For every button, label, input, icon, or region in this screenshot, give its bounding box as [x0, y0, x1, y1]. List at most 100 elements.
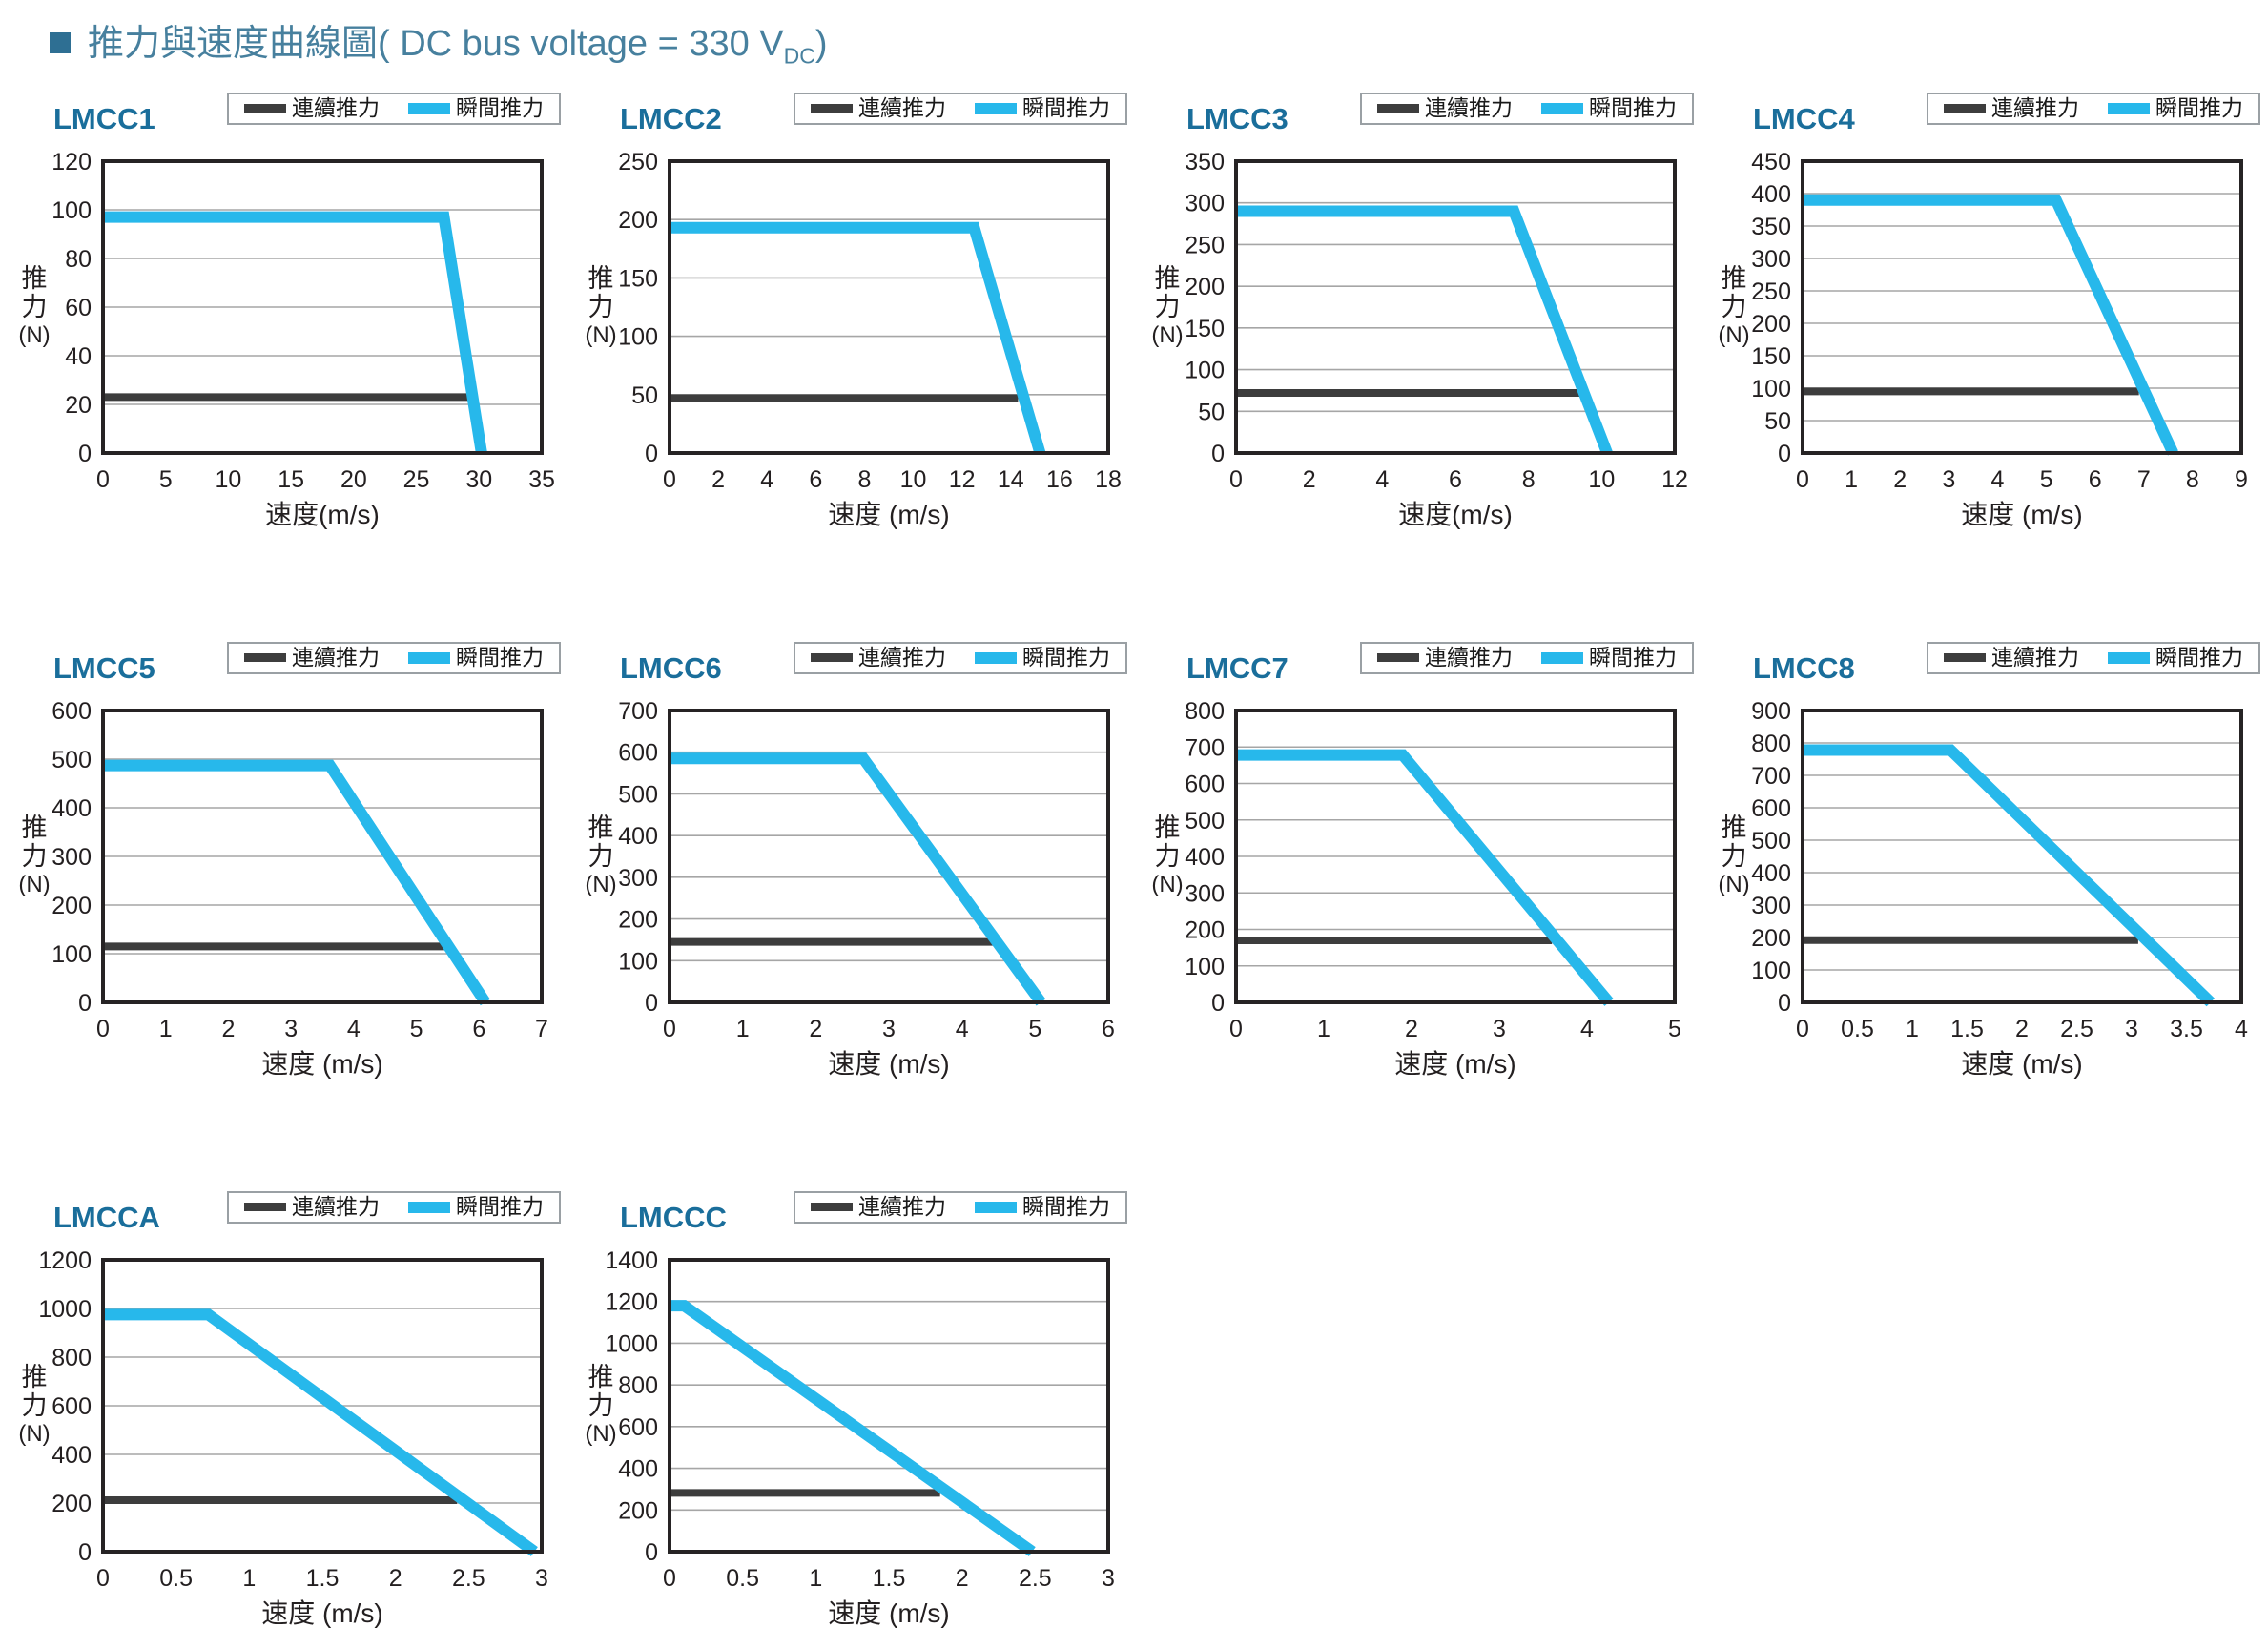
legend-item-instantaneous: 瞬間推力 — [975, 1196, 1110, 1218]
instantaneous-thrust-line — [670, 1299, 1036, 1556]
x-tick-label: 2.5 — [2060, 1016, 2093, 1042]
legend-item-instantaneous: 瞬間推力 — [2108, 647, 2243, 669]
chart-title: LMCC1 — [53, 101, 155, 135]
legend-item-instantaneous: 瞬間推力 — [2108, 97, 2243, 119]
y-axis-label: 推力 (N) — [10, 264, 59, 350]
y-tick-label: 900 — [1751, 701, 1791, 725]
plot-frame — [101, 708, 544, 1004]
legend-item-instantaneous: 瞬間推力 — [975, 97, 1110, 119]
y-axis-label-char: 推 — [1721, 813, 1747, 842]
legend: 連續推力 瞬間推力 — [794, 1190, 1127, 1224]
legend-item-continuous: 連續推力 — [1944, 647, 2079, 669]
y-tick-label: 800 — [1751, 731, 1791, 757]
chart-block-LMCCA: LMCCA 連續推力 瞬間推力推力 (N) 0 200 400 600 800 1000 1200 0… — [0, 1189, 567, 1628]
plot-frame — [1801, 708, 2243, 1004]
chart-title: LMCC8 — [1753, 650, 1855, 685]
legend-label-continuous: 連續推力 — [292, 645, 380, 670]
y-axis-label-unit: (N) — [1151, 871, 1184, 897]
y-tick-label: 100 — [52, 197, 92, 224]
chart-title: LMCC5 — [53, 650, 155, 685]
legend-label-instantaneous: 瞬間推力 — [456, 645, 544, 670]
y-axis-label-unit: (N) — [1718, 871, 1750, 897]
y-tick-label: 600 — [52, 701, 92, 725]
continuous-swatch-icon — [811, 653, 853, 663]
y-tick-label: 400 — [1185, 844, 1225, 871]
legend-item-instantaneous: 瞬間推力 — [975, 647, 1110, 669]
x-tick-label: 5 — [410, 1016, 423, 1042]
x-tick-label: 0 — [96, 1565, 110, 1592]
chart-title: LMCC4 — [1753, 101, 1855, 135]
y-axis-label: 推力 (N) — [10, 1363, 59, 1449]
y-tick-label: 400 — [1751, 181, 1791, 208]
legend-label-instantaneous: 瞬間推力 — [456, 1194, 544, 1220]
x-tick-label: 6 — [809, 466, 822, 493]
instantaneous-thrust-line — [1236, 749, 1614, 1006]
x-tick-label: 2 — [221, 1016, 235, 1042]
y-tick-label: 600 — [618, 739, 658, 766]
y-tick-label: 600 — [52, 1393, 92, 1420]
legend: 連續推力 瞬間推力 — [227, 641, 561, 674]
legend-item-continuous: 連續推力 — [244, 647, 380, 669]
x-tick-label: 9 — [2235, 466, 2248, 493]
y-tick-label: 120 — [52, 152, 92, 175]
x-axis-label: 速度 (m/s) — [261, 1598, 383, 1628]
x-axis-label: 速度 (m/s) — [1394, 1049, 1516, 1079]
y-tick-label: 0 — [1778, 990, 1791, 1017]
x-tick-label: 0 — [663, 1016, 676, 1042]
y-tick-label: 300 — [1751, 246, 1791, 273]
y-tick-label: 400 — [618, 823, 658, 850]
legend-item-continuous: 連續推力 — [811, 1196, 946, 1218]
y-tick-label: 0 — [78, 441, 92, 467]
y-axis-label-char: 推 — [1154, 263, 1181, 293]
chart-block-LMCC4: LMCC4 連續推力 瞬間推力推力 (N) 0 50 100 150 200 250 300 350 4… — [1700, 91, 2266, 529]
y-tick-label: 800 — [52, 1345, 92, 1371]
x-tick-label: 20 — [340, 466, 367, 493]
y-tick-label: 500 — [1751, 828, 1791, 855]
instantaneous-thrust-line — [1803, 744, 2215, 1006]
header-bullet-icon — [50, 32, 71, 54]
legend-label-instantaneous: 瞬間推力 — [456, 95, 544, 121]
y-axis-label-char: 推 — [21, 263, 48, 293]
plot-frame — [668, 1257, 1110, 1554]
x-tick-label: 5 — [2040, 466, 2053, 493]
y-tick-label: 700 — [1185, 734, 1225, 761]
y-tick-label: 1400 — [605, 1250, 658, 1274]
y-tick-label: 450 — [1751, 152, 1791, 175]
y-tick-label: 800 — [1185, 701, 1225, 725]
continuous-swatch-icon — [1944, 104, 1986, 113]
chart-header: LMCC6 連續推力 瞬間推力 — [567, 640, 1133, 701]
legend-item-continuous: 連續推力 — [1377, 647, 1513, 669]
chart-plot: 0 50 100 150 200 250 300 350 0 2 4 6 8 10 12 速度(m/s) — [1185, 149, 1688, 529]
legend-item-instantaneous: 瞬間推力 — [1541, 647, 1677, 669]
plot-frame — [101, 1257, 544, 1554]
instantaneous-swatch-icon — [2108, 651, 2150, 664]
chart-plot: 0 20 40 60 80 100 120 0 5 10 15 20 25 30 35 速度(m/s) — [52, 149, 555, 529]
y-tick-label: 400 — [52, 1442, 92, 1469]
plot-frame — [1234, 708, 1677, 1004]
y-tick-label: 100 — [52, 941, 92, 968]
legend: 連續推力 瞬間推力 — [1927, 92, 2260, 125]
instantaneous-swatch-icon — [975, 102, 1017, 114]
legend-item-continuous: 連續推力 — [1944, 97, 2079, 119]
legend-label-continuous: 連續推力 — [292, 95, 380, 121]
y-axis-label-char: 推 — [588, 813, 614, 842]
page-title-text: 推力與速度曲線圖( DC bus voltage = 330 V — [88, 24, 784, 64]
x-tick-label: 0 — [1796, 466, 1809, 493]
instantaneous-swatch-icon — [975, 1201, 1017, 1213]
instantaneous-swatch-icon — [975, 651, 1017, 664]
x-tick-label: 3 — [882, 1016, 896, 1042]
x-tick-label: 0 — [663, 1565, 676, 1592]
x-tick-label: 3 — [1942, 466, 1955, 493]
chart-header: LMCCA 連續推力 瞬間推力 — [0, 1189, 567, 1250]
legend: 連續推力 瞬間推力 — [794, 92, 1127, 125]
x-tick-label: 6 — [1449, 466, 1462, 493]
x-tick-label: 1.5 — [873, 1565, 906, 1592]
chart-title: LMCC2 — [620, 101, 722, 135]
chart-block-LMCC5: LMCC5 連續推力 瞬間推力推力 (N) 0 100 200 300 400 500 600 0 1 2… — [0, 640, 567, 1079]
x-tick-label: 8 — [857, 466, 871, 493]
x-tick-label: 5 — [1028, 1016, 1041, 1042]
legend-item-instantaneous: 瞬間推力 — [1541, 97, 1677, 119]
x-tick-label: 3 — [1102, 1565, 1115, 1592]
y-axis-label-char: 力 — [588, 1390, 614, 1420]
y-tick-label: 300 — [1751, 893, 1791, 919]
